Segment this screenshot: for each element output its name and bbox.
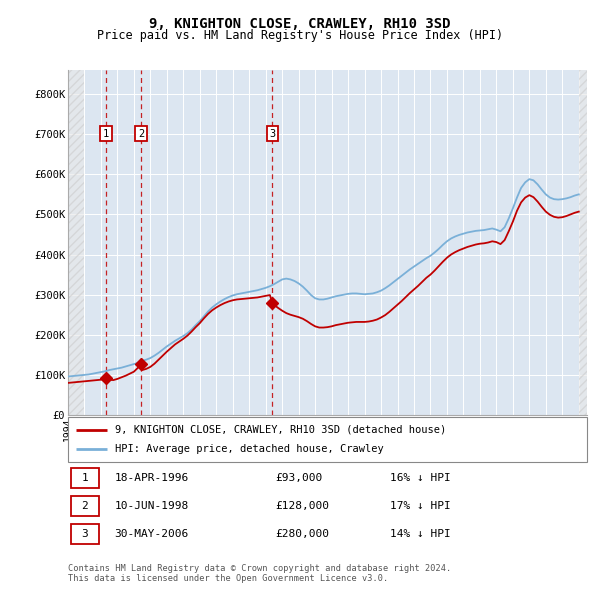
Text: 2: 2	[138, 129, 144, 139]
Text: 3: 3	[269, 129, 275, 139]
Bar	[68, 70, 85, 415]
Bar	[579, 70, 587, 415]
Text: Contains HM Land Registry data © Crown copyright and database right 2024.
This d: Contains HM Land Registry data © Crown c…	[68, 563, 451, 583]
Text: 3: 3	[82, 529, 88, 539]
Text: 9, KNIGHTON CLOSE, CRAWLEY, RH10 3SD (detached house): 9, KNIGHTON CLOSE, CRAWLEY, RH10 3SD (de…	[115, 425, 446, 435]
Text: 30-MAY-2006: 30-MAY-2006	[115, 529, 189, 539]
Text: Price paid vs. HM Land Registry's House Price Index (HPI): Price paid vs. HM Land Registry's House …	[97, 30, 503, 42]
FancyBboxPatch shape	[68, 417, 587, 462]
Text: 16% ↓ HPI: 16% ↓ HPI	[390, 473, 451, 483]
Text: 10-JUN-1998: 10-JUN-1998	[115, 501, 189, 511]
Text: £128,000: £128,000	[275, 501, 329, 511]
Text: £280,000: £280,000	[275, 529, 329, 539]
Text: 14% ↓ HPI: 14% ↓ HPI	[390, 529, 451, 539]
FancyBboxPatch shape	[71, 524, 99, 544]
Text: 1: 1	[103, 129, 109, 139]
Text: £93,000: £93,000	[275, 473, 323, 483]
Text: HPI: Average price, detached house, Crawley: HPI: Average price, detached house, Craw…	[115, 444, 383, 454]
Text: 17% ↓ HPI: 17% ↓ HPI	[390, 501, 451, 511]
Text: 9, KNIGHTON CLOSE, CRAWLEY, RH10 3SD: 9, KNIGHTON CLOSE, CRAWLEY, RH10 3SD	[149, 17, 451, 31]
FancyBboxPatch shape	[71, 468, 99, 488]
FancyBboxPatch shape	[71, 496, 99, 516]
Text: 18-APR-1996: 18-APR-1996	[115, 473, 189, 483]
Text: 1: 1	[82, 473, 88, 483]
Text: 2: 2	[82, 501, 88, 511]
